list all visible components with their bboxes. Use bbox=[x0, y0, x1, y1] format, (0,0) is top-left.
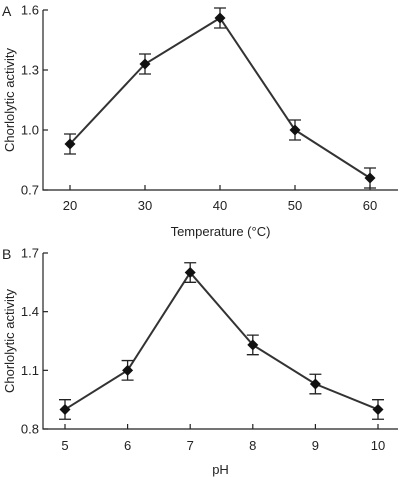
data-point bbox=[214, 12, 226, 24]
data-point bbox=[139, 58, 151, 70]
x-tick-label: 10 bbox=[371, 438, 385, 453]
series-line bbox=[64, 270, 379, 411]
y-tick-label: 1.1 bbox=[21, 363, 39, 378]
data-point bbox=[364, 172, 376, 184]
y-tick-label: 1.7 bbox=[21, 246, 39, 261]
y-tick-label: 1.3 bbox=[21, 63, 39, 78]
data-point bbox=[184, 267, 196, 279]
x-tick-label: 60 bbox=[363, 198, 377, 213]
data-point bbox=[289, 124, 301, 136]
data-point bbox=[59, 403, 71, 415]
y-tick-label: 1.6 bbox=[21, 3, 39, 18]
panel-b-ph-chart: B 0.8 1.1 1.4 1.7 5 6 7 8 9 10 pH Chorlolytic activi… bbox=[2, 246, 398, 477]
x-tick-label: 6 bbox=[124, 438, 131, 453]
x-axis-label: Temperature (°C) bbox=[171, 224, 271, 239]
y-tick-label: 0.8 bbox=[21, 422, 39, 437]
x-tick-label: 30 bbox=[138, 198, 152, 213]
panel-letter: A bbox=[2, 3, 12, 19]
x-tick-label: 50 bbox=[288, 198, 302, 213]
data-point bbox=[309, 378, 321, 390]
series-line bbox=[69, 16, 371, 179]
data-point bbox=[64, 138, 76, 150]
x-tick-label: 8 bbox=[249, 438, 256, 453]
data-point bbox=[247, 339, 259, 351]
y-tick-label: 1.4 bbox=[21, 304, 39, 319]
y-axis-label: Chorlolytic activity bbox=[2, 288, 17, 393]
axis-lines bbox=[42, 253, 398, 430]
x-tick-label: 40 bbox=[213, 198, 227, 213]
panel-letter: B bbox=[2, 246, 11, 262]
x-tick-label: 20 bbox=[63, 198, 77, 213]
data-point bbox=[372, 403, 384, 415]
y-axis-label: Chorlolytic activity bbox=[2, 47, 17, 152]
x-tick-label: 9 bbox=[312, 438, 319, 453]
y-tick-label: 0.7 bbox=[21, 183, 39, 198]
x-tick-label: 5 bbox=[61, 438, 68, 453]
data-point bbox=[122, 364, 134, 376]
x-axis-label: pH bbox=[212, 462, 229, 477]
x-tick-label: 7 bbox=[187, 438, 194, 453]
panel-a-temperature-chart: A 0.7 1.0 1.3 1.6 20 30 40 50 60 Temperature (°C) C… bbox=[2, 3, 398, 239]
y-tick-label: 1.0 bbox=[21, 123, 39, 138]
